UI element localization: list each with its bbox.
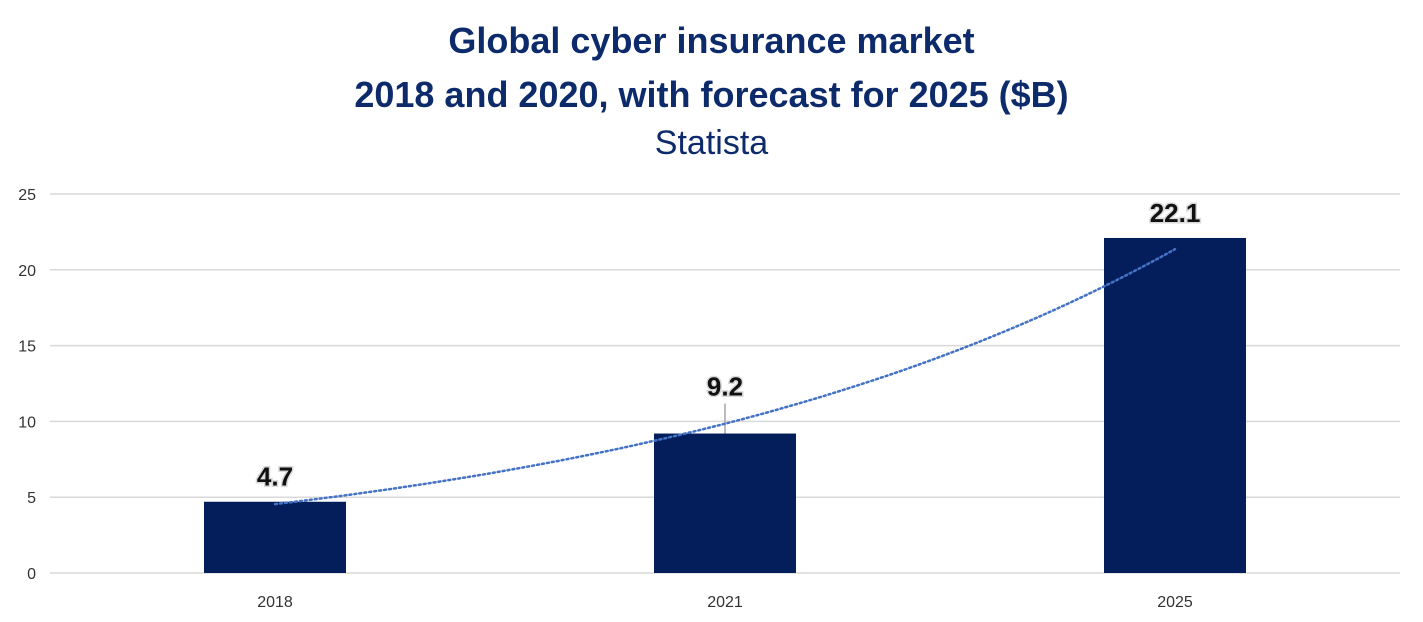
trendline [273,247,1177,506]
y-tick-label: 15 [18,339,36,356]
y-tick-label: 20 [18,263,36,280]
x-tick-label: 2021 [707,594,743,611]
chart-subtitle: Statista [654,124,769,162]
y-tick-label: 25 [18,187,36,204]
y-tick-label: 0 [27,566,36,583]
data-label: 22.1 [1150,198,1201,228]
data-label: 4.7 [257,462,293,492]
chart-title-line-2: 2018 and 2020, with forecast for 2025 ($… [354,74,1069,115]
bar [654,433,796,573]
y-tick-label: 10 [18,414,36,431]
chart-title: Global cyber insurance market [448,20,975,61]
data-label: 9.2 [707,372,743,402]
bar [1104,237,1246,574]
bar [204,501,346,573]
x-tick-label: 2018 [257,594,293,611]
x-tick-label: 2025 [1157,594,1193,611]
y-tick-label: 5 [27,490,36,507]
